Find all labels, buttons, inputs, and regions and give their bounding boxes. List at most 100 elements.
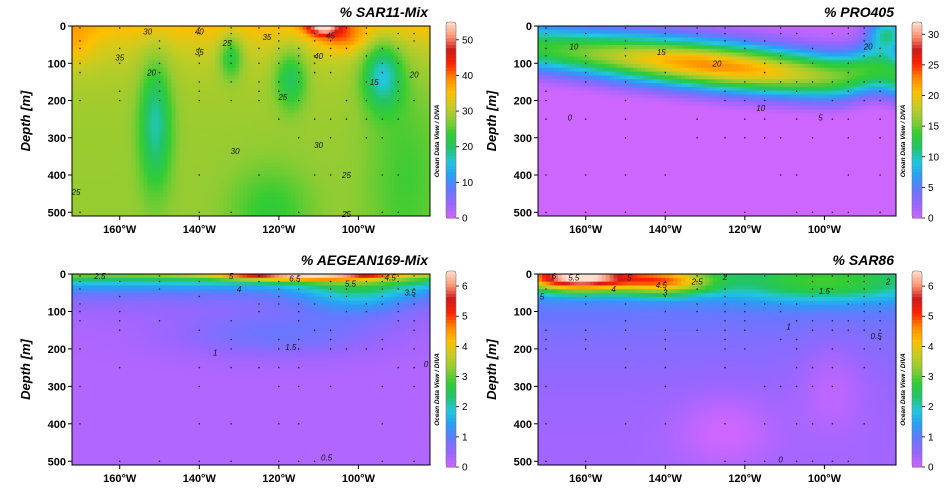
contour-label: 25 [222,39,232,48]
contour-label: 0.5 [321,454,333,463]
contour-label: 45 [326,31,335,40]
contour-label: 35 [115,54,124,63]
contour-label: 10 [569,42,578,51]
contour-label: 30 [314,141,323,150]
colorbar-tick-label: 40 [462,71,474,82]
contour-label: 3 [663,289,668,298]
chart-title: % SAR11-Mix [340,4,430,20]
contour-label: 15 [657,48,666,57]
y-tick-label: 0 [60,269,66,281]
contour-label: 5.5 [345,279,357,288]
y-tick-label: 400 [514,419,532,431]
watermark: Ocean Data View / DIVA [900,353,907,426]
plot-frame [71,273,431,466]
color-field [538,274,896,465]
chart-title: % PRO405 [824,4,894,20]
colorbar-tick-label: 25 [928,60,940,71]
section-plot-3: 2.5 5 6.5 5.5 4.5 4 3.5 1.5 1 0 0.5 160°W 140°W 120°W… [18,252,468,485]
y-tick-label: 400 [48,170,66,182]
x-tick-label: 140°W [183,224,217,236]
colorbar-tick-label: 3 [928,372,934,383]
colorbar: 0 1 2 3 4 5 6 [911,270,934,474]
contour-label: 25 [277,93,287,102]
contour-label: 35 [195,48,204,57]
watermark: Ocean Data View / DIVA [434,353,441,426]
colorbar-tick-label: 0 [928,214,934,225]
contour-label: 5 [229,272,234,281]
colorbar-tick-label: 30 [928,30,940,41]
x-tick-label: 100°W [808,224,842,236]
contour-label: 5 [818,113,823,122]
contour-label: 40 [314,52,323,61]
colorbar-tick-label: 1 [928,432,934,443]
x-tick-label: 160°W [569,224,603,236]
y-tick-label: 0 [526,269,532,281]
x-tick-label: 140°W [183,473,217,485]
colorbar-tick-label: 6 [928,282,934,293]
x-tick-label: 120°W [262,473,296,485]
contour-label: 3.5 [405,289,417,298]
x-tick-label: 100°W [342,224,376,236]
colorbar-tick-label: 0 [462,463,468,474]
contour-label: 0 [424,360,429,369]
y-tick-label: 400 [514,170,532,182]
contour-label: 10 [756,104,765,113]
x-tick-label: 160°W [103,224,137,236]
x-tick-label: 140°W [649,224,683,236]
colorbar-tick-label: 10 [928,152,940,163]
section-plot-4: 6 5.5 5 4.5 2.5 2 4 3 1.5 2 5 1 0.5 0 160°W 140°W 120°W 1… [484,252,934,485]
y-tick-label: 300 [514,133,532,145]
colorbar-tick-label: 5 [928,312,934,323]
x-tick-label: 100°W [342,473,376,485]
colorbar-tick-label: 20 [928,91,940,102]
sample-points [79,275,415,463]
y-axis-label: Depth [m] [484,339,499,400]
y-axis-label: Depth [m] [18,339,33,400]
contour-label: 5.5 [568,274,580,283]
contour-label: 1.5 [819,287,831,296]
y-tick-label: 300 [514,381,532,393]
x-tick-label: 120°W [262,224,296,236]
contour-label: 35 [262,33,271,42]
colorbar-tick-label: 0 [462,214,468,225]
contour-label: 25 [71,188,81,197]
y-tick-label: 0 [526,21,532,33]
contour-label: 2 [722,273,728,282]
contour-label: 5 [627,274,632,283]
sample-points [545,275,881,463]
colorbar: 0 1 2 3 4 5 6 [445,270,468,474]
colorbar-tick-label: 2 [928,402,934,413]
y-tick-label: 200 [514,344,532,356]
watermark: Ocean Data View / DIVA [434,104,441,177]
contour-label: 6 [552,272,557,281]
y-tick-label: 500 [514,456,532,468]
contour-label: 4.5 [656,281,668,290]
y-tick-label: 500 [514,207,532,219]
watermark: Ocean Data View / DIVA [900,104,907,177]
colorbar-tick-label: 50 [462,35,474,46]
colorbar-tick-label: 4 [928,342,934,353]
x-tick-label: 160°W [103,473,137,485]
colorbar-tick-label: 30 [462,107,474,118]
contour-label: 2.5 [691,277,704,286]
colorbar-tick-label: 2 [462,402,468,413]
y-tick-label: 0 [60,21,66,33]
plot-frame [71,25,431,217]
chart-title: % SAR86 [833,252,895,268]
colorbar-tick-label: 0 [928,463,934,474]
x-tick-label: 120°W [728,473,762,485]
section-plot-1: 30 40 35 35 25 35 45 40 20 25 30 30 15 25 25 25 20 160°W 1… [18,4,474,236]
y-tick-label: 300 [48,133,66,145]
y-tick-label: 500 [48,207,66,219]
x-tick-label: 120°W [728,224,762,236]
y-tick-label: 100 [48,58,66,70]
y-tick-label: 100 [514,58,532,70]
color-field [538,26,896,216]
chart-title: % AEGEAN169-Mix [301,252,429,268]
contour-label: 0.5 [871,332,883,341]
color-field [72,274,430,465]
x-tick-label: 140°W [649,473,683,485]
colorbar-tick-label: 5 [462,312,468,323]
